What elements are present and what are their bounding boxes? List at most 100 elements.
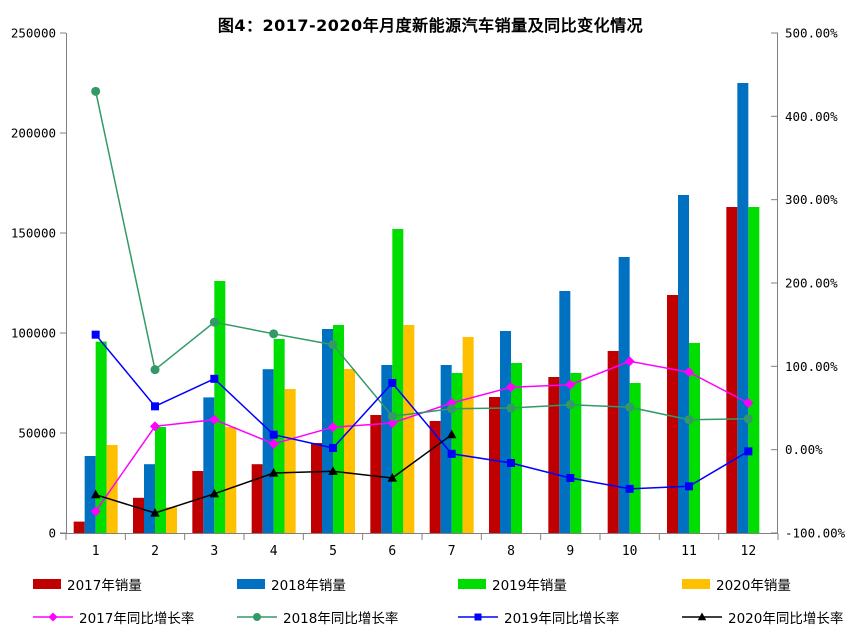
diamond-marker-icon: [328, 422, 338, 433]
bar-2019-sales-m5: [333, 325, 344, 533]
bar-2018-sales-m5: [322, 329, 333, 533]
bar-2020-sales-m5: [344, 369, 355, 533]
x-axis-tick-label: 1: [92, 544, 100, 559]
line-path-2018-growth: [94, 91, 749, 421]
legend-item-2019-growth: 2019年同比增长率: [458, 607, 682, 627]
bar-2019-sales-m10: [629, 383, 641, 533]
legend-swatch-icon-2017-sales: [33, 578, 61, 589]
diamond-marker-icon: [90, 506, 101, 517]
left-axis-tick-label: 0: [48, 526, 56, 541]
legend-label-2018-growth: 2018年同比增长率: [283, 610, 399, 627]
legend-label-2020-sales: 2020年销量: [716, 577, 791, 594]
square-marker-icon: [269, 430, 278, 439]
circle-marker-icon: [387, 411, 397, 421]
left-axis-tick-label: 200000: [11, 126, 56, 141]
bar-2019-sales-m3: [214, 281, 226, 533]
diamond-marker-icon: [268, 438, 279, 449]
bar-2018-sales-m1: [84, 456, 96, 533]
chart-title: 图4：2017-2020年月度新能源汽车销量及同比变化情况: [217, 16, 644, 35]
x-axis-tick-label: 8: [507, 544, 515, 559]
right-axis-tick-label: 100.00%: [785, 359, 838, 374]
bar-2018-sales-m11: [678, 195, 689, 533]
diamond-marker-icon: [565, 379, 576, 390]
x-axis-tick-label: 2: [151, 544, 159, 559]
legend-label-2020-growth: 2020年同比增长率: [728, 610, 844, 627]
bar-2019-sales-m7: [451, 373, 463, 533]
x-axis-tick-label: 11: [681, 544, 697, 559]
legend-diamond-marker-icon: [33, 612, 73, 621]
bar-2018-sales-m10: [618, 257, 630, 533]
x-axis-tick-label: 5: [329, 544, 337, 559]
diamond-marker-icon: [387, 418, 398, 428]
axes: 0 50000 100000 150000 200000 250000 -100.00% 0.…: [11, 26, 846, 560]
legend-label-2017-growth: 2017年同比增长率: [79, 610, 195, 627]
circle-marker-icon: [447, 404, 457, 414]
legend-label-2019-growth: 2019年同比增长率: [504, 610, 620, 627]
right-axis-tick-label: -100.00%: [785, 526, 846, 541]
legend-circle-marker-icon: [237, 612, 277, 621]
diamond-marker-icon: [684, 367, 694, 378]
legend-swatch-icon-2018-sales: [237, 578, 265, 589]
bars-2018-sales: [84, 83, 749, 533]
bar-2018-sales-m7: [440, 365, 452, 533]
bar-2019-sales-m8: [511, 363, 522, 533]
line-path-2019-growth: [95, 334, 749, 490]
bar-2017-sales-m10: [607, 351, 619, 533]
triangle-marker-icon: [268, 468, 279, 477]
circle-marker-icon: [625, 402, 635, 412]
circle-marker-icon: [150, 365, 160, 375]
bar-2017-sales-m1: [73, 521, 85, 533]
bar-2020-sales-m6: [403, 325, 415, 533]
bar-2019-sales-m12: [748, 207, 760, 533]
right-axis-tick-label: 300.00%: [785, 192, 838, 207]
square-marker-icon: [566, 474, 575, 482]
legend-item-2018-sales: 2018年销量: [237, 574, 458, 594]
bar-2018-sales-m9: [559, 291, 571, 533]
line-2019-growth: [91, 330, 753, 493]
bar-2017-sales-m4: [251, 464, 263, 533]
right-axis-tick-label: 200.00%: [785, 276, 838, 291]
circle-marker-icon: [565, 400, 575, 410]
legend-label-2018-sales: 2018年销量: [271, 577, 346, 594]
legend-square-marker-icon: [458, 613, 498, 620]
x-axis-tick-label: 6: [388, 544, 396, 559]
bar-2018-sales-m6: [381, 365, 393, 533]
bar-2019-sales-m6: [392, 229, 404, 533]
square-marker-icon: [474, 613, 482, 620]
square-marker-icon: [507, 459, 515, 467]
legend-item-2017-sales: 2017年销量: [33, 574, 237, 594]
square-marker-icon: [210, 374, 219, 383]
square-marker-icon: [685, 482, 693, 491]
bar-2020-sales-m2: [166, 507, 177, 533]
x-axis-tick-label: 4: [270, 544, 278, 559]
legend-triangle-marker-icon: [682, 612, 722, 620]
legend-item-2019-sales: 2019年销量: [458, 574, 682, 594]
line-2020-growth: [90, 429, 457, 517]
square-marker-icon: [625, 484, 634, 493]
triangle-marker-icon: [328, 466, 338, 475]
legend-swatch-icon-2019-sales: [458, 578, 486, 589]
diamond-marker-icon: [150, 421, 160, 432]
bar-2017-sales-m6: [370, 415, 382, 533]
bar-2018-sales-m12: [737, 83, 749, 533]
left-axis-tick-label: 50000: [18, 426, 56, 441]
diamond-marker-icon: [506, 382, 516, 393]
bars-2017-sales: [73, 207, 738, 533]
bar-2020-sales-m3: [225, 427, 237, 533]
bar-2018-sales-m4: [262, 369, 274, 533]
square-marker-icon: [151, 402, 159, 411]
bar-2017-sales-m7: [429, 421, 441, 533]
legend-item-2018-growth: 2018年同比增长率: [237, 607, 458, 627]
bar-2018-sales-m2: [144, 464, 155, 533]
bar-2017-sales-m3: [192, 471, 204, 533]
legend-label-2019-sales: 2019年销量: [492, 577, 567, 594]
legend-item-2020-sales: 2020年销量: [682, 574, 861, 594]
legend-item-2020-growth: 2020年同比增长率: [682, 607, 861, 627]
triangle-marker-icon: [90, 489, 101, 499]
square-marker-icon: [91, 330, 100, 339]
bar-2019-sales-m1: [95, 341, 107, 533]
right-axis-tick-label: 500.00%: [785, 26, 838, 41]
right-axis-tick-label: 400.00%: [785, 109, 838, 124]
diamond-marker-icon: [48, 612, 58, 621]
bar-2019-sales-m9: [570, 373, 582, 533]
